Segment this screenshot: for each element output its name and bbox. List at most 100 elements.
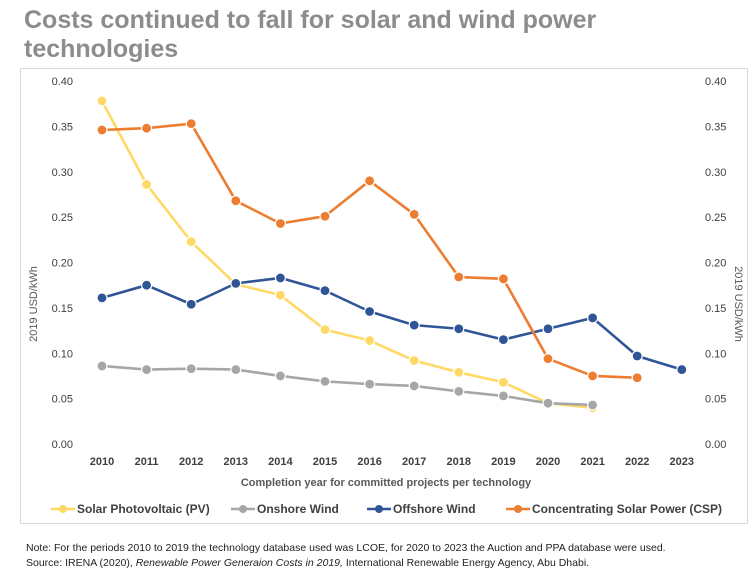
x-tick-label: 2016 (357, 456, 381, 468)
data-point (319, 285, 331, 297)
x-tick-label: 2017 (402, 456, 426, 468)
y-tick-label-left: 0.35 (52, 121, 73, 133)
data-point (230, 277, 242, 289)
series-line (101, 276, 683, 371)
data-point (319, 210, 331, 222)
data-point (408, 354, 420, 367)
y-tick-label-right: 0.20 (705, 258, 726, 270)
data-point (453, 366, 465, 378)
y-tick-label-right: 0.40 (705, 76, 726, 88)
x-tick-label: 2013 (224, 456, 248, 468)
data-point (319, 324, 331, 336)
data-point (185, 118, 197, 130)
y-tick-label-left: 0.40 (52, 76, 73, 88)
data-point (586, 312, 599, 324)
legend-label: Offshore Wind (393, 502, 476, 516)
data-point (542, 353, 554, 365)
series-offshore-wind (96, 272, 688, 376)
x-tick-label: 2015 (313, 456, 337, 468)
data-point (497, 376, 509, 388)
legend-swatch-marker (239, 505, 247, 513)
data-point (230, 195, 242, 207)
data-point (140, 363, 153, 376)
y-tick-label-right: 0.35 (705, 121, 726, 133)
x-tick-label: 2010 (90, 456, 114, 468)
data-point (140, 178, 153, 191)
x-tick-label: 2014 (268, 456, 293, 468)
data-point (631, 350, 643, 362)
data-point (453, 323, 465, 335)
data-point (408, 319, 420, 331)
data-point (274, 289, 286, 301)
y-tick-label-left: 0.00 (52, 439, 73, 451)
series-solar-pv (96, 95, 599, 414)
x-tick-label: 2019 (491, 456, 515, 468)
source-prefix: Source: IRENA (2020), (26, 557, 136, 569)
series-layer (96, 95, 688, 414)
y-tick-label-right: 0.10 (705, 348, 726, 360)
data-point (96, 124, 108, 136)
y-tick-label-left: 0.30 (52, 167, 73, 179)
left-y-axis: 0.00 0.05 0.10 0.15 0.20 0.25 0.30 0.35 0.40 (52, 76, 73, 451)
series-csp (96, 118, 643, 384)
legend-item-csp: Concentrating Solar Power (CSP) (506, 502, 722, 516)
data-point (185, 236, 197, 248)
data-point (453, 385, 465, 397)
legend-label: Onshore Wind (257, 502, 339, 516)
data-point (542, 323, 554, 335)
legend-item-onshore-wind: Onshore Wind (231, 502, 339, 516)
y-tick-label-right: 0.00 (705, 439, 726, 451)
data-point (586, 399, 599, 411)
note-line: Note: For the periods 2010 to 2019 the t… (26, 542, 666, 554)
legend-item-solar-pv: Solar Photovoltaic (PV) (51, 502, 210, 516)
x-tick-label: 2022 (625, 456, 649, 468)
y-axis-label-left: 2019 USD/kWh (28, 266, 40, 342)
x-tick-label: 2012 (179, 456, 203, 468)
data-point (96, 360, 108, 372)
legend-swatch-marker (59, 505, 67, 513)
data-point (497, 273, 509, 285)
y-tick-label-left: 0.10 (52, 348, 73, 360)
y-tick-label-left: 0.25 (52, 212, 73, 224)
data-point (364, 305, 376, 318)
data-point (185, 363, 197, 375)
data-point (140, 279, 153, 291)
x-tick-label: 2020 (536, 456, 560, 468)
data-point (497, 390, 509, 402)
x-axis: 2010 2011 2012 2013 2014 2015 2016 2017 2018 2019… (90, 456, 694, 468)
data-point (96, 292, 108, 304)
y-tick-label-right: 0.05 (705, 394, 726, 406)
y-tick-label-left: 0.20 (52, 258, 73, 270)
data-point (230, 363, 242, 376)
legend-swatch-marker (375, 505, 383, 513)
y-tick-label-left: 0.05 (52, 394, 73, 406)
source-line: Source: IRENA (2020), Renewable Power Ge… (26, 556, 746, 571)
data-point (319, 375, 331, 387)
data-point (676, 363, 688, 376)
data-point (274, 272, 286, 284)
chart-note: Note: For the periods 2010 to 2019 the t… (26, 541, 746, 571)
right-y-axis: 0.00 0.05 0.10 0.15 0.20 0.25 0.30 0.35 0.40 (705, 76, 726, 451)
series-onshore-wind (96, 360, 599, 411)
legend-swatch-marker (514, 505, 522, 513)
y-tick-label-right: 0.25 (705, 212, 726, 224)
data-point (364, 334, 376, 347)
data-point (631, 372, 643, 384)
y-tick-label-right: 0.30 (705, 167, 726, 179)
y-axis-label-right: 2019 USD/kWh (732, 266, 744, 342)
data-point (497, 334, 509, 346)
legend-label: Solar Photovoltaic (PV) (77, 502, 210, 516)
data-point (96, 95, 108, 107)
data-point (408, 380, 420, 392)
data-point (274, 217, 286, 230)
data-point (140, 122, 153, 134)
y-tick-label-right: 0.15 (705, 303, 726, 315)
legend: Solar Photovoltaic (PV) Onshore Wind Offsh… (51, 502, 722, 516)
data-point (364, 175, 376, 187)
x-tick-label: 2023 (670, 456, 694, 468)
y-tick-label-left: 0.15 (52, 303, 73, 315)
data-point (586, 370, 599, 382)
x-tick-label: 2018 (447, 456, 471, 468)
data-point (364, 378, 376, 390)
series-line (101, 364, 593, 407)
